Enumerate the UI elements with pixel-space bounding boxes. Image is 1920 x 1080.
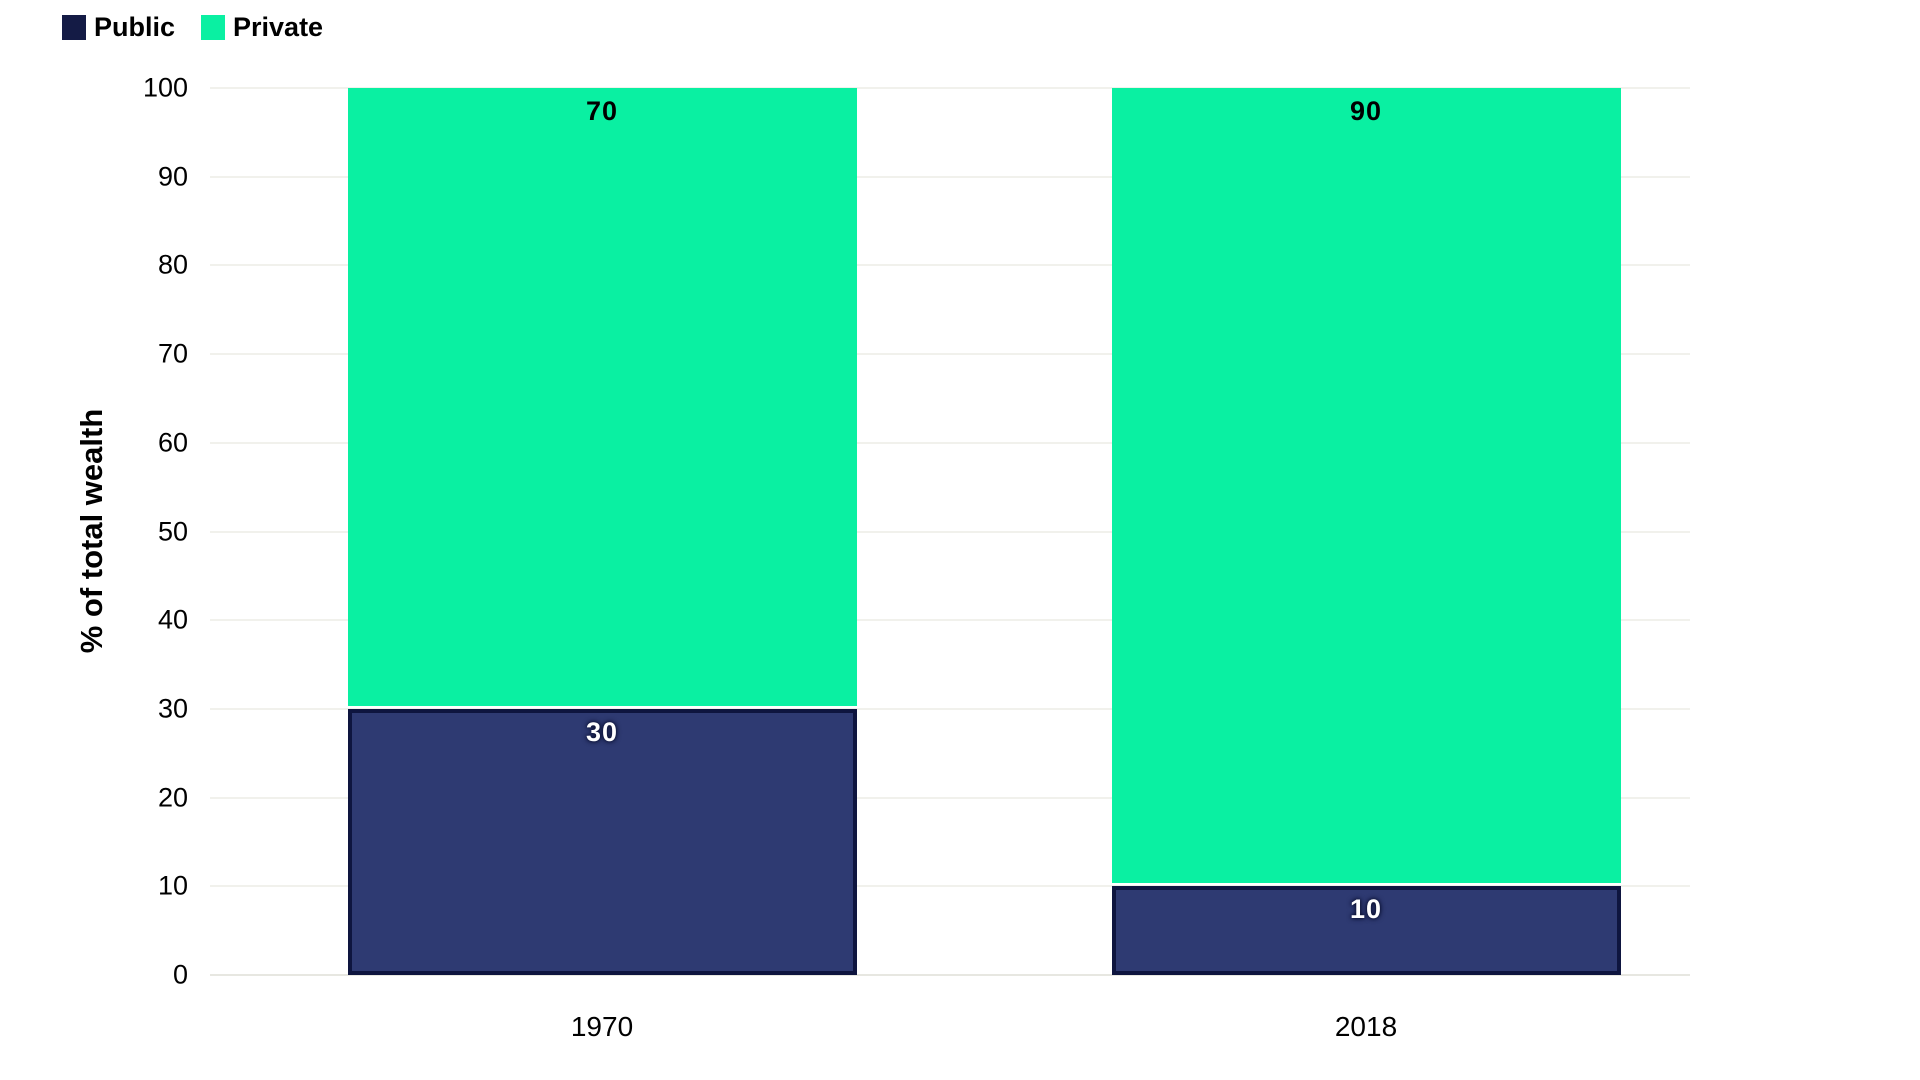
gridline-10 [210,885,1690,888]
y-tick-label-100: 100 [142,72,188,103]
bar-1970-private-value-label: 70 [585,96,619,126]
y-tick-label-80: 80 [157,249,188,280]
gridline-80 [210,264,1690,267]
y-tick-label-30: 30 [157,693,188,724]
bar-1970-private-segment [347,88,857,706]
legend-label-public: Public [94,12,176,42]
x-axis-label-2018: 2018 [1334,1011,1398,1042]
bar-2018-public-segment [1111,886,1621,975]
gridline-60 [210,441,1690,444]
gridline-70 [210,353,1690,356]
gridline-40 [210,619,1690,622]
gridline-100 [210,87,1690,89]
y-tick-label-50: 50 [157,516,188,546]
y-tick-label-10: 10 [157,870,188,901]
legend-swatch-private [201,15,226,40]
y-tick-label-40: 40 [157,604,188,635]
legend: Public Private [62,12,323,43]
gridline-20 [210,796,1690,799]
bar-2018-public-value-label: 10 [1349,894,1383,925]
y-tick-label-20: 20 [157,782,188,813]
gridline-50 [210,530,1690,533]
bar-2018-private-value-label: 90 [1349,96,1383,126]
x-axis-label-1970: 1970 [570,1011,634,1042]
legend-swatch-public [62,15,86,40]
gridline-90 [210,175,1690,178]
legend-item-private: Private [201,12,323,43]
y-tick-label-0: 0 [172,959,188,990]
legend-label-private: Private [233,12,324,42]
bar-1970-public-segment [347,708,857,975]
bar-2018-private-segment [1111,88,1621,884]
y-tick-label-70: 70 [157,338,188,369]
y-tick-label-90: 90 [157,161,188,192]
y-tick-label-60: 60 [157,427,188,458]
bar-1970-public-value-label: 30 [585,716,619,747]
gridline-30 [210,707,1690,710]
gridline-0 [210,974,1690,976]
legend-item-public: Public [62,12,175,43]
